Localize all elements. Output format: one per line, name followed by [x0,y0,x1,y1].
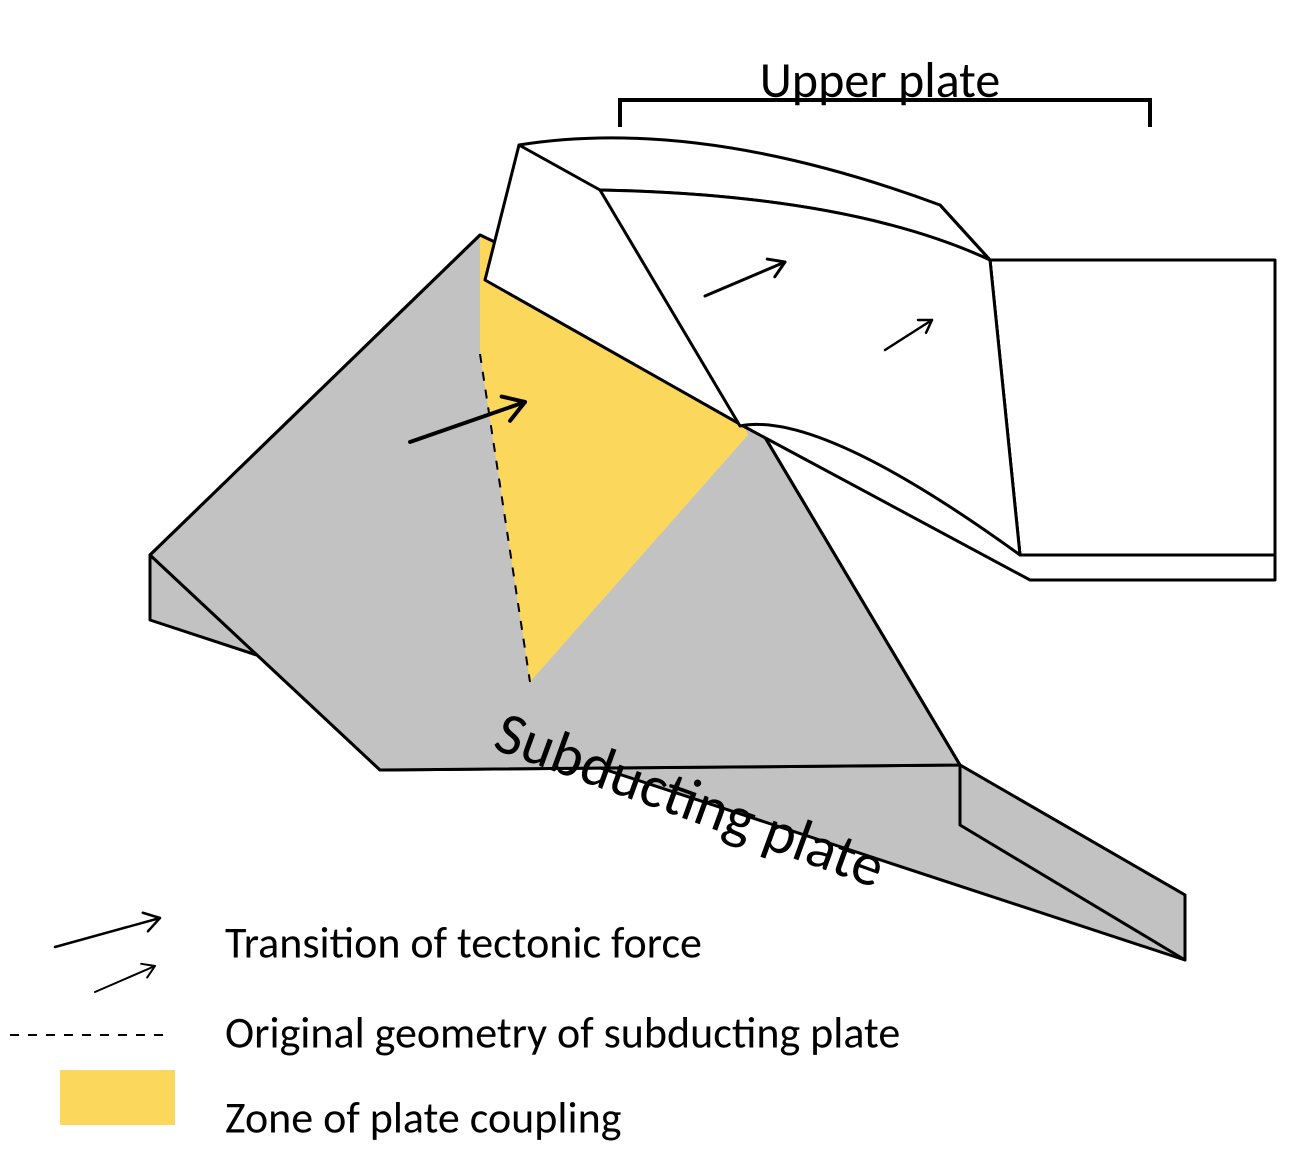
upper-plate-label: Upper plate [760,50,1001,111]
legend-transition-label: Transition of tectonic force [225,915,702,969]
subduction-diagram [0,0,1308,1156]
legend-coupling-label: Zone of plate coupling [225,1090,621,1144]
legend-geometry-label: Original geometry of subducting plate [225,1005,900,1059]
